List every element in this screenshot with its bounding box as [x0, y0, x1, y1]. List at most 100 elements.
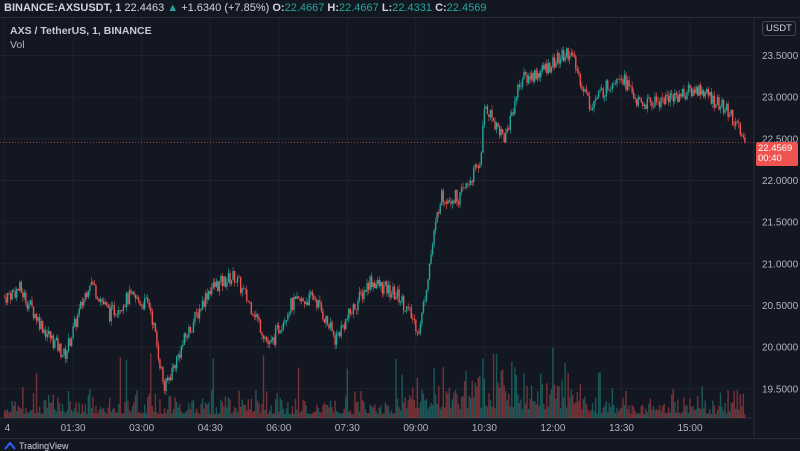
- candle-body: [217, 281, 219, 292]
- volume-bar: [482, 358, 484, 418]
- candle-body: [404, 311, 406, 312]
- x-tick-label: 4: [5, 423, 11, 434]
- candle-body: [20, 282, 23, 293]
- volume-bar: [124, 402, 126, 418]
- series-title[interactable]: AXS / TetherUS, 1, BINANCE: [10, 25, 152, 37]
- candle-body: [255, 314, 257, 318]
- volume-bar: [404, 397, 406, 418]
- candle-body: [275, 327, 277, 345]
- candle-body: [147, 297, 149, 303]
- candle-body: [489, 109, 492, 118]
- candle-body: [646, 98, 649, 110]
- volume-bar: [236, 412, 239, 418]
- candle-body: [64, 348, 67, 359]
- candle-body: [591, 107, 594, 110]
- candle-body: [559, 59, 562, 64]
- candle-body: [683, 88, 685, 97]
- volume-bar: [57, 397, 59, 418]
- volume-bar: [76, 412, 79, 418]
- volume-bar: [125, 359, 128, 418]
- symbol-name[interactable]: BINANCE:AXSUSDT, 1: [4, 2, 122, 14]
- volume-bar: [84, 404, 87, 418]
- candle-body: [72, 326, 74, 339]
- candle-body: [186, 337, 189, 338]
- candle-body: [323, 319, 326, 323]
- volume-bar: [5, 410, 7, 418]
- candle-body: [291, 298, 294, 310]
- candle-body: [357, 300, 359, 311]
- candle-body: [9, 293, 12, 300]
- candle-body: [133, 291, 135, 296]
- volume-bar: [243, 404, 245, 418]
- volume-bar: [476, 386, 478, 418]
- candle-body: [285, 320, 288, 322]
- candle-body: [311, 292, 313, 296]
- candle-body: [479, 164, 481, 168]
- candle-body: [314, 299, 317, 300]
- candle-body: [544, 63, 547, 70]
- volume-bar: [241, 399, 243, 418]
- candle-body: [51, 335, 53, 339]
- candle-body: [300, 298, 303, 301]
- candle-body: [427, 279, 429, 290]
- candle-body: [573, 54, 575, 57]
- candle-body: [468, 184, 470, 186]
- candle-body: [731, 109, 734, 126]
- candle-body: [380, 282, 382, 286]
- volume-bar: [320, 412, 323, 418]
- volume-bar: [430, 402, 432, 418]
- y-tick-label: 21.0000: [762, 259, 799, 270]
- candle-body: [413, 318, 416, 320]
- volume-bar: [421, 389, 423, 418]
- volume-bar: [581, 408, 583, 418]
- candle-body: [678, 94, 681, 103]
- candle-body: [374, 282, 376, 289]
- candle-body: [215, 281, 217, 287]
- volume-legend[interactable]: Vol: [10, 39, 25, 51]
- candle-body: [211, 288, 213, 294]
- candle-body: [136, 297, 138, 299]
- volume-bar: [537, 391, 539, 418]
- candle-body: [334, 335, 336, 345]
- candle-body: [558, 53, 560, 64]
- volume-bar: [489, 400, 492, 418]
- candle-body: [494, 121, 496, 130]
- volume-bar: [625, 390, 627, 418]
- volume-bar: [730, 403, 732, 418]
- volume-bar: [108, 397, 111, 418]
- volume-bar: [632, 406, 635, 418]
- volume-bar: [628, 405, 630, 418]
- volume-bar: [197, 411, 199, 418]
- candle-body: [570, 52, 572, 57]
- current-price: 22.4569: [758, 143, 793, 154]
- candle-body: [704, 92, 706, 97]
- volume-bar: [468, 395, 470, 418]
- volume-bar: [345, 396, 347, 418]
- low-value: 22.4331: [392, 2, 432, 14]
- volume-bar: [480, 407, 483, 418]
- volume-bar: [393, 413, 396, 418]
- candle-body: [189, 327, 192, 332]
- candle-body: [296, 296, 298, 299]
- tradingview-logo[interactable]: TradingView: [4, 441, 69, 451]
- volume-bar: [450, 407, 452, 418]
- candle-body: [568, 56, 571, 60]
- candle-body: [142, 304, 144, 309]
- candle-body: [730, 109, 732, 116]
- candle-body: [261, 332, 263, 336]
- volume-bar: [540, 373, 542, 418]
- volume-bar: [459, 408, 461, 418]
- currency-unit-button[interactable]: USDT: [762, 21, 796, 36]
- volume-bar: [637, 412, 639, 418]
- volume-bar: [89, 388, 91, 418]
- candle-body: [159, 359, 161, 369]
- candle-body: [78, 308, 80, 316]
- x-tick-label: 04:30: [198, 423, 223, 434]
- volume-bar: [113, 407, 115, 418]
- volume-bar: [232, 411, 234, 418]
- volume-bar: [619, 408, 621, 418]
- candle-body: [430, 254, 432, 264]
- candle-body: [582, 88, 585, 92]
- volume-bar: [666, 412, 668, 418]
